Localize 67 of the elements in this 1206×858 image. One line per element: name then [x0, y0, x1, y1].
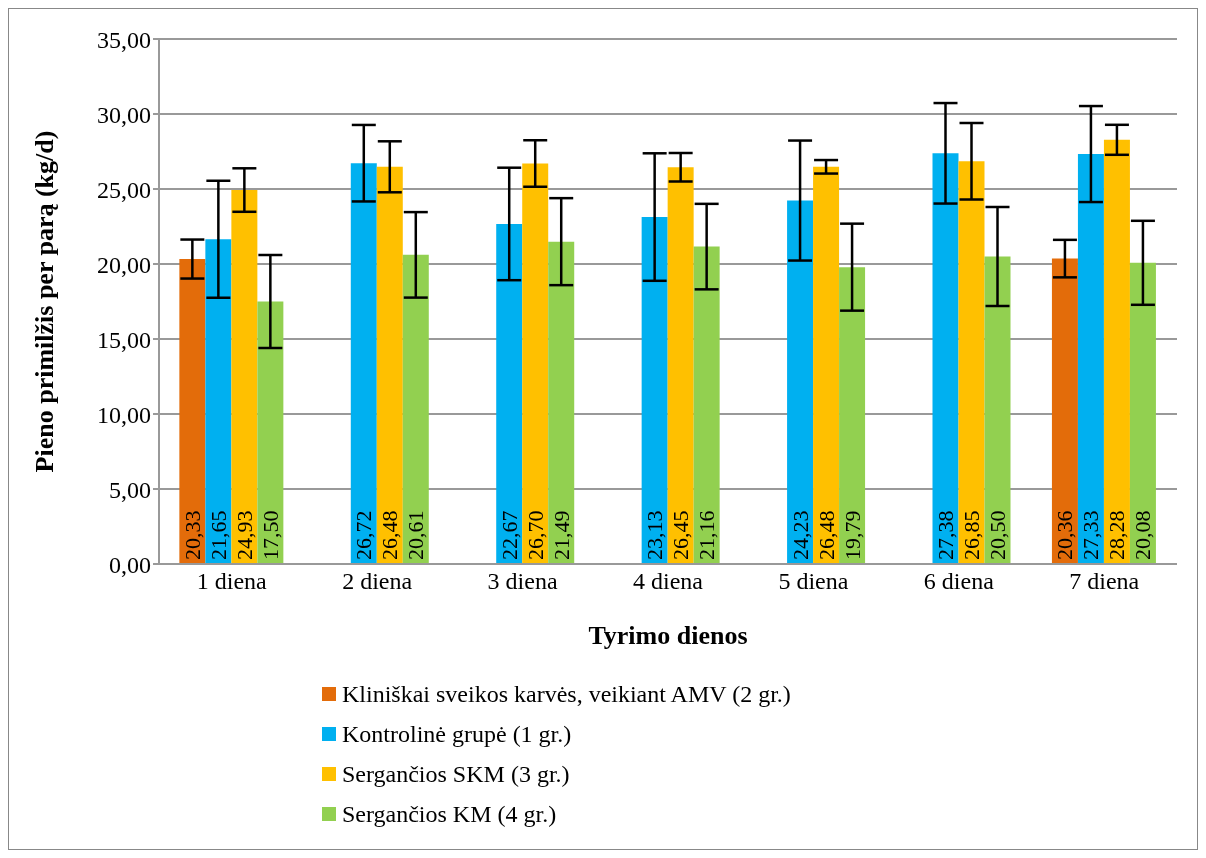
bar: [205, 239, 232, 564]
data-label: 20,50: [985, 510, 1010, 560]
data-label: 21,65: [205, 510, 231, 560]
data-label: 21,16: [694, 510, 720, 560]
data-label: 20,36: [1052, 510, 1078, 560]
bar: [693, 246, 720, 564]
data-label: 26,85: [959, 510, 984, 560]
bar: [350, 163, 377, 564]
x-tick-label: 6 diena: [923, 568, 995, 595]
data-label: 23,13: [642, 510, 668, 560]
data-label: 26,48: [377, 510, 403, 560]
bar: [548, 241, 575, 564]
data-label: 26,70: [522, 510, 548, 560]
data-label: 26,72: [351, 510, 377, 560]
bar: [179, 259, 206, 564]
y-tick-label: 35,00: [97, 26, 151, 53]
bar: [496, 223, 523, 564]
data-label: 26,48: [813, 510, 839, 560]
bar: [932, 153, 959, 564]
data-label: 19,79: [839, 510, 865, 560]
bar: [1077, 154, 1104, 564]
y-tick-label: 30,00: [97, 101, 151, 128]
bar: [522, 163, 549, 564]
bar: [1103, 139, 1130, 564]
data-label: 27,33: [1078, 510, 1104, 560]
data-label: 22,67: [496, 510, 522, 560]
data-label: 28,28: [1104, 510, 1130, 560]
bar: [958, 161, 985, 564]
legend-label: Sergančios SKM (3 gr.): [342, 760, 570, 789]
x-tick-label: 3 diena: [487, 568, 558, 595]
y-tick-label: 25,00: [97, 176, 151, 203]
x-axis-title: Tyrimo dienos: [588, 621, 748, 650]
bar: [813, 166, 840, 564]
x-tick-label: 5 diena: [778, 568, 849, 595]
legend-label: Kliniškai sveikos karvės, veikiant AMV (2 gr.): [342, 680, 791, 709]
data-label: 20,61: [403, 510, 429, 560]
bar: [1051, 258, 1078, 564]
bar: [257, 301, 284, 564]
bar: [984, 256, 1011, 564]
y-tick-label: 10,00: [97, 401, 151, 428]
bar: [839, 267, 866, 564]
y-tick-label: 0,00: [109, 551, 151, 578]
data-label: 24,93: [231, 510, 257, 560]
y-tick-label: 15,00: [97, 326, 151, 353]
x-tick-label: 1 diena: [196, 568, 268, 595]
bar: [787, 200, 814, 564]
bar: [641, 217, 668, 564]
legend-label: Sergančios KM (4 gr.): [342, 800, 557, 829]
y-axis-title: Pieno primilžis per parą (kg/d): [30, 130, 60, 473]
bar: [402, 254, 429, 564]
bar: [667, 167, 694, 564]
data-label: 26,45: [668, 510, 694, 560]
y-tick-label: 20,00: [97, 251, 151, 278]
data-label: 20,33: [179, 510, 205, 560]
legend-label: Kontrolinė grupė (1 gr.): [342, 720, 572, 749]
data-label: 20,08: [1130, 510, 1156, 560]
bar: [1129, 262, 1156, 564]
data-label: 21,49: [548, 510, 574, 560]
bar: [231, 190, 258, 564]
x-tick-label: 2 diena: [342, 568, 413, 595]
x-tick-label: 7 diena: [1069, 568, 1140, 595]
data-label: 27,38: [933, 510, 958, 560]
x-tick-label: 4 diena: [633, 568, 704, 595]
bar: [376, 166, 403, 564]
y-tick-label: 5,00: [109, 476, 151, 503]
data-label: 24,23: [787, 510, 813, 560]
data-label: 17,50: [257, 510, 283, 560]
